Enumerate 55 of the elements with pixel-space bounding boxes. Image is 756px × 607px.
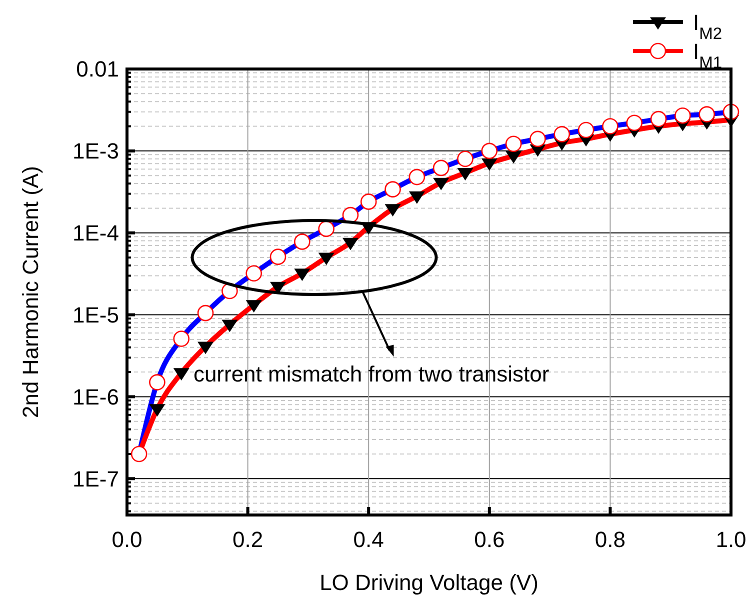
point bbox=[554, 126, 570, 142]
point bbox=[294, 234, 310, 250]
y-tick-label: 1E-6 bbox=[72, 384, 119, 410]
point bbox=[318, 252, 334, 266]
point bbox=[457, 168, 474, 180]
point bbox=[457, 150, 474, 168]
point bbox=[342, 238, 358, 250]
point bbox=[433, 178, 450, 190]
x-tick-label: 0.4 bbox=[353, 527, 384, 552]
legend-label: I$_{M2}$ bbox=[693, 10, 722, 43]
point bbox=[360, 194, 377, 210]
point bbox=[270, 282, 286, 294]
point bbox=[506, 151, 522, 164]
point bbox=[408, 168, 426, 186]
point bbox=[246, 300, 262, 313]
point bbox=[149, 404, 166, 417]
point bbox=[530, 130, 546, 148]
point bbox=[198, 342, 214, 354]
point bbox=[505, 136, 522, 152]
y-tick-label: 1E-4 bbox=[72, 220, 119, 246]
point bbox=[481, 142, 498, 160]
point bbox=[481, 158, 498, 171]
x-tick-label: 1.0 bbox=[716, 527, 746, 552]
point bbox=[149, 374, 166, 390]
point bbox=[408, 191, 425, 204]
point bbox=[650, 110, 667, 128]
x-tick-label: 0.2 bbox=[232, 527, 264, 552]
point bbox=[698, 106, 715, 122]
point bbox=[130, 446, 148, 462]
x-tick-label: 0.6 bbox=[474, 527, 505, 552]
annotation: current mismatch from two transistor bbox=[193, 362, 550, 387]
point bbox=[602, 118, 618, 134]
point bbox=[173, 330, 190, 347]
y-tick-label: 1E-7 bbox=[72, 466, 119, 492]
point bbox=[626, 114, 643, 132]
point bbox=[270, 248, 286, 265]
x-axis-title: LO Driving Voltage (V) bbox=[320, 570, 538, 595]
y-axis-title: 2nd Harmonic Current (A) bbox=[18, 166, 43, 418]
y-tick-label: 0.01 bbox=[76, 56, 119, 82]
y-tick-label: 1E-5 bbox=[72, 302, 119, 328]
point bbox=[674, 107, 691, 124]
point bbox=[318, 220, 334, 237]
point bbox=[578, 122, 594, 138]
point bbox=[197, 304, 214, 322]
point bbox=[432, 160, 450, 176]
point bbox=[246, 265, 262, 282]
x-tick-label: 0.8 bbox=[594, 527, 626, 552]
point bbox=[222, 320, 238, 332]
point bbox=[173, 368, 190, 381]
x-tick-label: 0.0 bbox=[112, 527, 142, 552]
point bbox=[384, 181, 401, 198]
point bbox=[384, 204, 401, 217]
point bbox=[294, 268, 310, 281]
point bbox=[342, 206, 359, 224]
y-tick-label: 1E-3 bbox=[72, 138, 119, 164]
